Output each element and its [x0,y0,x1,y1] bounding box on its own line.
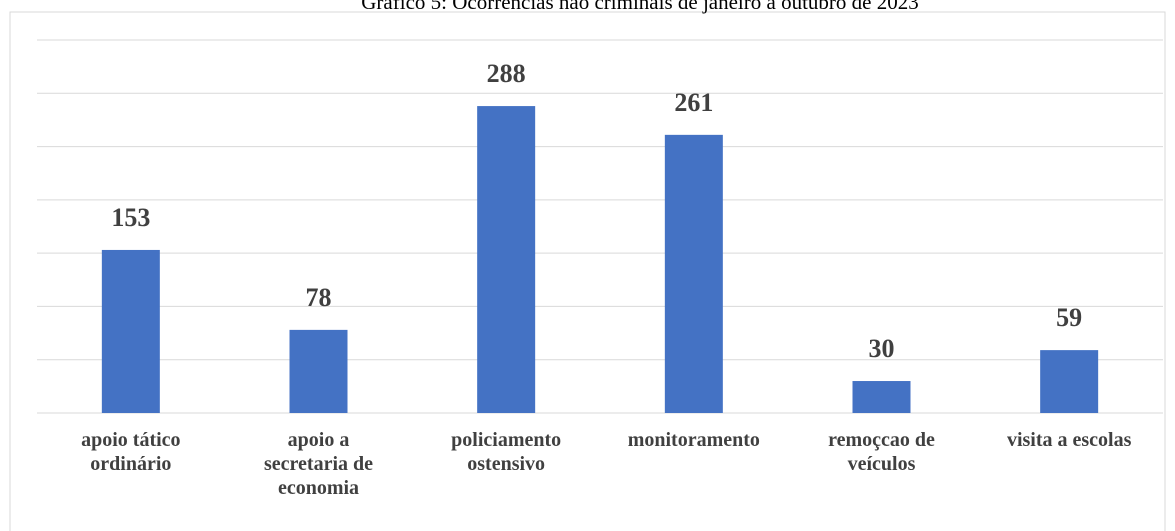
data-label: 288 [487,59,526,88]
bar [477,106,536,414]
x-tick-label: remoçcao de veículos [828,429,935,475]
data-label: 261 [674,88,713,117]
chart-title: Gráfico 5: Ocorrências não criminais de … [361,0,918,14]
data-label: 153 [111,203,150,232]
data-label: 59 [1056,303,1082,332]
x-tick-label: visita a escolas [1006,429,1132,451]
bar [101,249,160,413]
x-tick-label: policiamento ostensivo [451,429,562,475]
bar [852,381,911,413]
x-tick-label: apoio tático ordinário [81,429,181,475]
chart-border [9,11,1166,531]
bar [1040,350,1099,413]
bar [289,329,348,413]
bar [664,134,723,413]
x-tick-label: apoio a secretaria de economia [263,429,374,499]
x-tick-label: monitoramento [627,429,760,451]
data-label: 78 [306,283,332,312]
data-label: 30 [869,334,895,363]
